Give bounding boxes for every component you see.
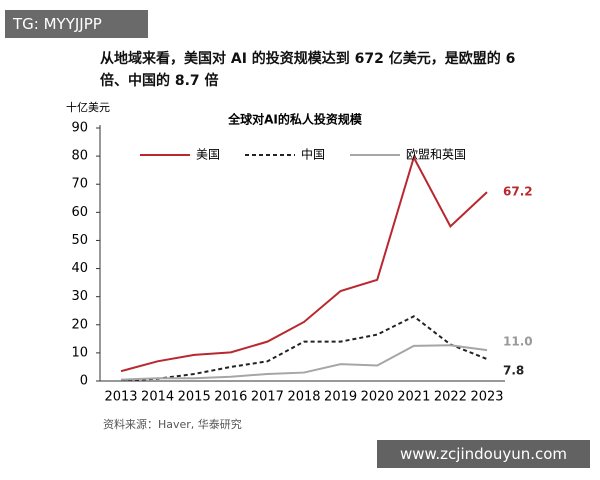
y-unit: 十亿美元 — [66, 100, 110, 114]
y-tick-label: 80 — [71, 149, 88, 164]
y-tick-label: 90 — [71, 121, 88, 136]
y-tick-label: 20 — [71, 317, 88, 332]
y-tick-label: 0 — [80, 374, 88, 389]
x-tick-label: 2020 — [361, 390, 394, 405]
x-tick-label: 2016 — [214, 390, 247, 405]
source: 资料来源：Haver, 华泰研究 — [103, 417, 242, 431]
series-line — [120, 315, 488, 382]
x-tick-label: 2022 — [434, 390, 467, 405]
x-tick-label: 2017 — [251, 390, 284, 405]
y-tick-label: 70 — [71, 177, 88, 192]
legend-label: 中国 — [301, 147, 325, 162]
legend-label: 美国 — [196, 148, 220, 162]
header: 从地域来看，美国对 AI 的投资规模达到 672 亿美元，是欧盟的 6 倍、中国… — [100, 51, 516, 89]
overlay-tag: TG: MYYJJPP — [5, 10, 148, 38]
chart-title: 全球对AI的私人投资规模 — [227, 112, 363, 127]
x-tick-label: 2015 — [178, 390, 211, 405]
series-line — [120, 344, 488, 381]
watermark: www.zcjindouyun.com — [377, 440, 590, 468]
value-label: 7.8 — [503, 364, 524, 378]
y-tick-label: 60 — [71, 205, 88, 220]
series-line — [120, 154, 488, 373]
x-tick-label: 2019 — [324, 390, 357, 405]
y-tick-label: 10 — [71, 345, 88, 360]
value-label: 11.0 — [503, 335, 533, 349]
x-tick-label: 2021 — [397, 390, 430, 405]
legend-label: 欧盟和英国 — [406, 148, 466, 162]
y-tick-label: 50 — [71, 233, 88, 248]
x-tick-label: 2014 — [141, 390, 174, 405]
y-tick-label: 40 — [71, 261, 88, 276]
value-label: 67.2 — [503, 185, 533, 199]
x-tick-label: 2018 — [287, 390, 320, 405]
x-tick-label: 2023 — [470, 390, 503, 405]
x-tick-label: 2013 — [104, 390, 137, 405]
y-tick-label: 30 — [71, 289, 88, 304]
